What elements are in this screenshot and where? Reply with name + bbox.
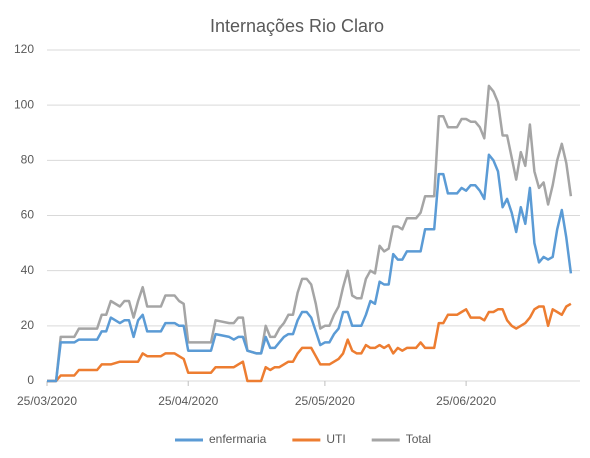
x-tick-label: 25/04/2020 (158, 394, 218, 408)
series-line (47, 153, 573, 383)
y-tick-label: 120 (14, 42, 34, 56)
legend-label: Total (406, 432, 431, 446)
y-tick-label: 100 (14, 97, 34, 111)
y-tick-label: 60 (21, 208, 35, 222)
y-tick-label: 20 (21, 318, 35, 332)
chart-title: Internações Rio Claro (210, 16, 384, 36)
series-line (47, 302, 572, 383)
legend-label: enfermaria (209, 432, 267, 446)
y-tick-label: 0 (27, 373, 34, 387)
legend-label: UTI (326, 432, 345, 446)
x-tick-label: 25/03/2020 (17, 394, 77, 408)
x-tick-label: 25/06/2020 (436, 394, 496, 408)
series-line (47, 84, 573, 383)
y-tick-label: 40 (21, 263, 35, 277)
y-tick-label: 80 (21, 153, 35, 167)
x-tick-label: 25/05/2020 (295, 394, 355, 408)
